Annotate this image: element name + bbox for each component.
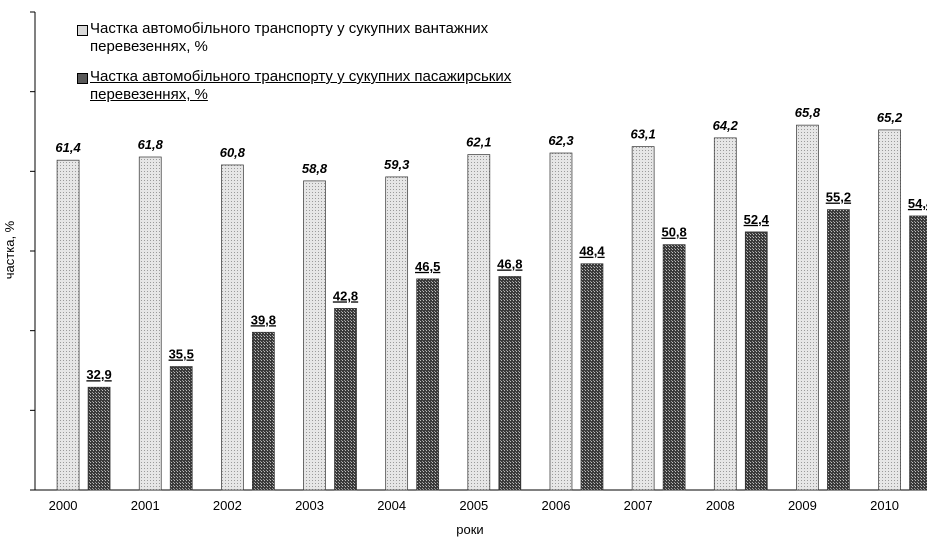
data-label: 46,8: [497, 256, 522, 271]
bar: [467, 154, 491, 491]
x-tick-label: 2003: [295, 498, 324, 513]
data-label: 65,2: [877, 110, 903, 125]
bar: [221, 164, 244, 491]
bar: [796, 124, 819, 491]
bar: [138, 156, 162, 491]
bar: [334, 308, 357, 491]
legend-entry: Частка автомобільного транспорту у сукуп…: [90, 20, 489, 55]
bar: [498, 276, 522, 491]
legend-entry: Частка автомобільного транспорту у сукуп…: [90, 68, 512, 103]
data-label: 63,1: [630, 127, 655, 142]
data-label: 62,1: [466, 135, 491, 150]
x-tick-label: 2009: [788, 498, 817, 513]
data-label: 61,4: [55, 140, 81, 155]
data-label: 59,3: [384, 157, 410, 172]
x-tick-label: 2001: [131, 498, 160, 513]
legend-swatch: [77, 73, 88, 84]
data-label: 60,8: [220, 145, 246, 160]
bar: [252, 331, 275, 491]
y-axis-label: частка, %: [2, 220, 17, 279]
x-tick-label: 2007: [624, 498, 653, 513]
data-label: 58,8: [302, 161, 328, 176]
data-label: 42,8: [333, 288, 358, 303]
x-tick-label: 2005: [459, 498, 488, 513]
data-label: 50,8: [661, 225, 686, 240]
x-tick-label: 2000: [49, 498, 78, 513]
data-label: 65,8: [795, 105, 821, 120]
bar: [416, 278, 440, 491]
bar: [87, 386, 111, 491]
bar: [549, 152, 573, 491]
data-label: 48,4: [579, 244, 605, 259]
data-label: 62,3: [548, 133, 574, 148]
data-label: 52,4: [744, 212, 770, 227]
x-axis-label: роки: [456, 522, 483, 537]
bar: [580, 263, 604, 491]
data-label: 39,8: [251, 312, 276, 327]
bar: [303, 180, 326, 491]
x-tick-label: 2002: [213, 498, 242, 513]
data-label: 61,8: [138, 137, 164, 152]
bar: [169, 366, 193, 491]
data-label: 32,9: [86, 367, 111, 382]
legend-swatch: [77, 25, 88, 36]
data-label: 55,2: [826, 190, 851, 205]
bar: [878, 129, 901, 491]
data-label: 35,5: [169, 347, 194, 362]
x-tick-label: 2004: [377, 498, 406, 513]
data-label: 64,2: [713, 118, 739, 133]
bar: [744, 231, 768, 491]
data-label: 46,5: [415, 259, 440, 274]
bar: [631, 146, 655, 491]
x-tick-label: 2010: [870, 498, 899, 513]
x-tick-label: 2006: [542, 498, 571, 513]
x-tick-label: 2008: [706, 498, 735, 513]
bar: [662, 244, 686, 491]
bar: [909, 215, 927, 491]
bar: [713, 137, 737, 491]
bar: [385, 176, 409, 491]
data-label: 54,4: [908, 196, 927, 211]
bar: [827, 209, 850, 491]
bar: [56, 159, 80, 491]
